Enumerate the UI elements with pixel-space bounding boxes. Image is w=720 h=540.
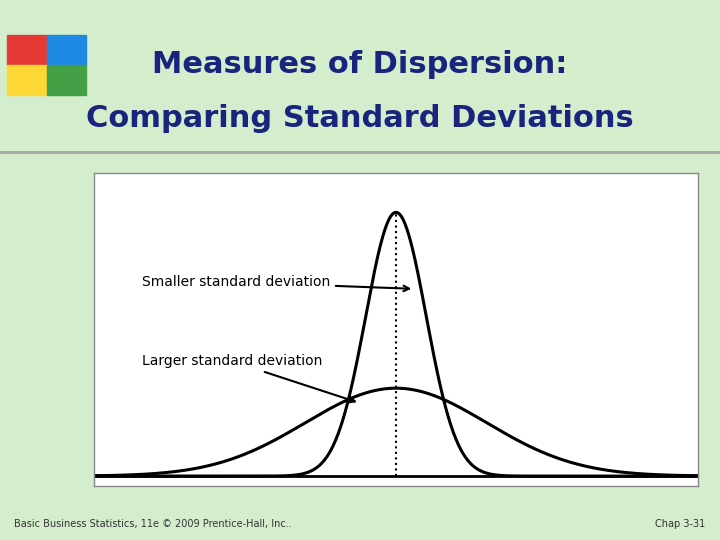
Text: Smaller standard deviation: Smaller standard deviation [142, 275, 409, 291]
Text: Measures of Dispersion:: Measures of Dispersion: [153, 50, 567, 79]
Text: Basic Business Statistics, 11e © 2009 Prentice-Hall, Inc..: Basic Business Statistics, 11e © 2009 Pr… [14, 519, 292, 529]
Text: Comparing Standard Deviations: Comparing Standard Deviations [86, 104, 634, 133]
Text: Chap 3-31: Chap 3-31 [655, 519, 706, 529]
Text: Larger standard deviation: Larger standard deviation [142, 354, 355, 402]
